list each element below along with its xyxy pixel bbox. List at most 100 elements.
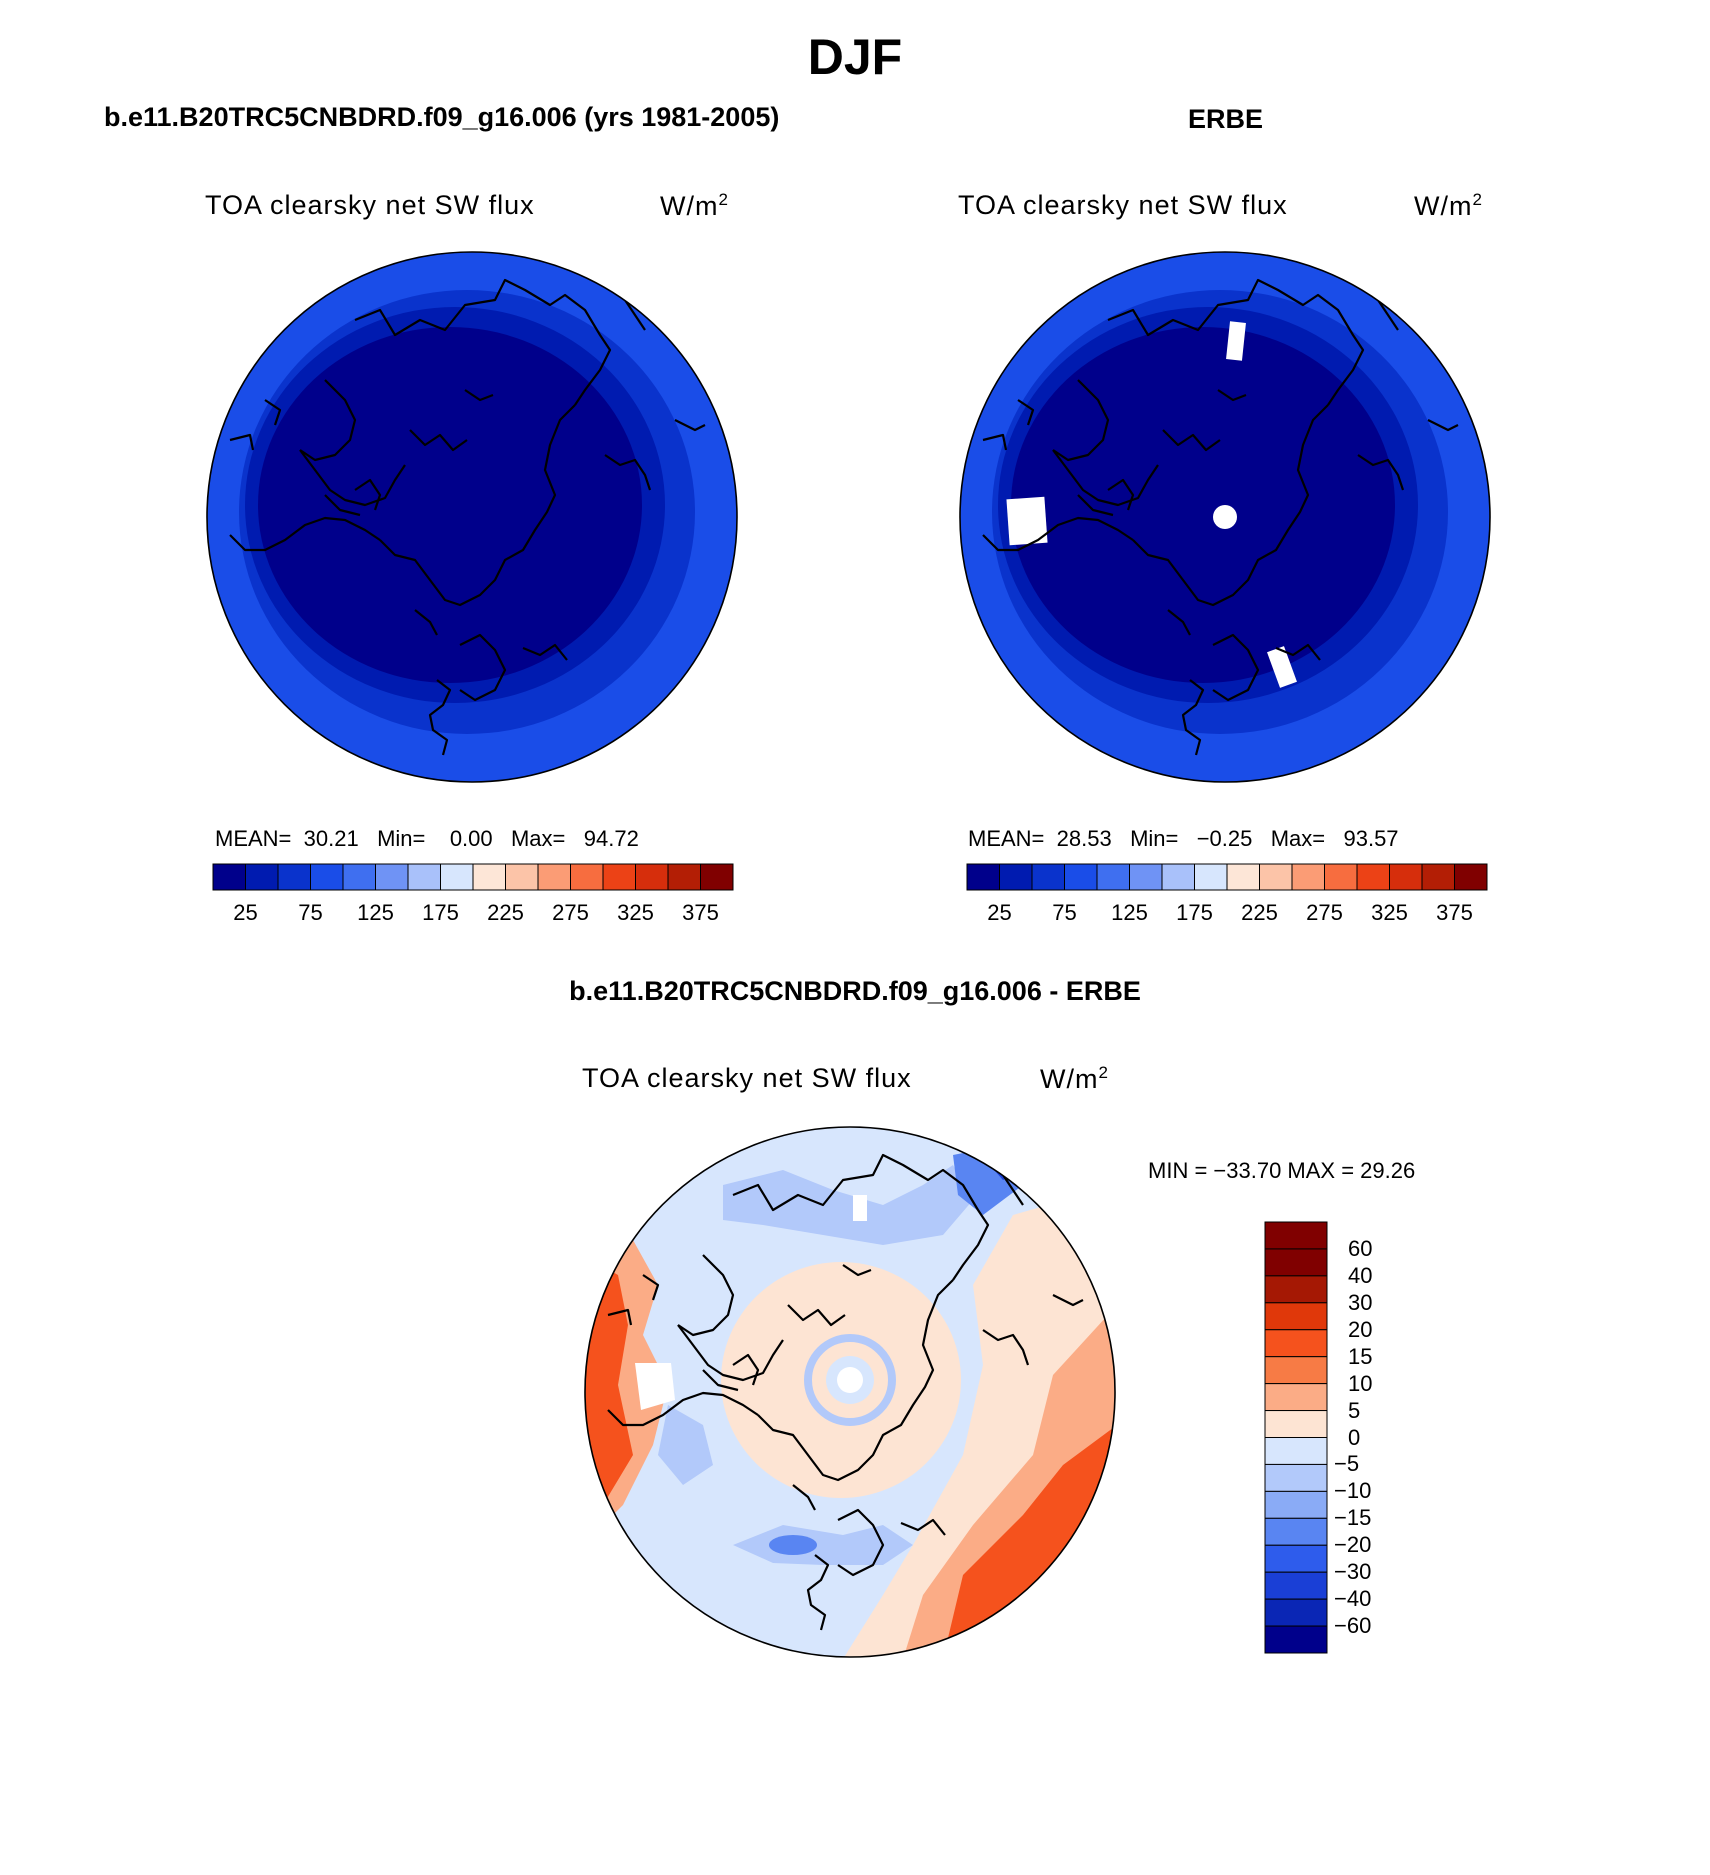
colorbar-tick-label: 225 (487, 900, 524, 925)
obs-colorbar-ticks: 25 75 125 175 225 275 325 375 (967, 900, 1487, 930)
coastline (414, 609, 438, 636)
obs-variable-label: TOA clearsky net SW flux (958, 190, 1288, 220)
obs-max-value: 93.57 (1343, 826, 1399, 851)
colorbar-swatch (1264, 1571, 1328, 1600)
colorbar-tick-label: 25 (233, 900, 258, 925)
diff-panel-title: b.e11.B20TRC5CNBDRD.f09_g16.006 - ERBE (569, 976, 1141, 1006)
colorbar-tick-label: −40 (1334, 1586, 1372, 1612)
colorbar-swatch (1264, 1544, 1328, 1573)
obs-mean-label: MEAN= (968, 826, 1045, 851)
coastline (1017, 399, 1035, 426)
colorbar-tick-label: 40 (1348, 1262, 1373, 1288)
coastline (229, 433, 255, 451)
colorbar-swatch (1129, 863, 1163, 891)
colorbar-swatch (1389, 863, 1423, 891)
coastline (379, 404, 576, 607)
colorbar-tick-label: −15 (1334, 1505, 1372, 1531)
coastline (607, 1308, 633, 1326)
model-mean-value: 30.21 (303, 826, 359, 851)
coastline (674, 419, 706, 432)
colorbar-swatch (1161, 863, 1195, 891)
missing-data-patch (635, 1363, 675, 1410)
map-boundary (959, 251, 1491, 783)
colorbar-swatch (1226, 863, 1260, 891)
colorbar-swatch (407, 863, 441, 891)
coastline (1052, 1294, 1084, 1307)
model-colorbar (212, 863, 734, 891)
coastline (1052, 449, 1159, 507)
colorbar-tick-label: −10 (1334, 1478, 1372, 1504)
coastline (982, 433, 1008, 451)
coastline (792, 1484, 816, 1511)
colorbar-swatch (1264, 1410, 1328, 1438)
colorbar-swatch (999, 863, 1033, 891)
colorbar-swatch (1259, 863, 1293, 891)
colorbar-tick-label: 125 (1111, 900, 1148, 925)
colorbar-swatch (342, 863, 376, 891)
coastline (264, 399, 282, 426)
colorbar-swatch (537, 863, 571, 891)
coastline (1181, 679, 1205, 756)
model-min-value: 0.00 (449, 826, 493, 851)
diff-negative-region (769, 1535, 817, 1555)
colorbar-swatch (1264, 1437, 1328, 1465)
colorbar-tick-label: 75 (298, 900, 323, 925)
colorbar-swatch (1356, 863, 1390, 891)
colorbar-tick-label: 175 (422, 900, 459, 925)
colorbar-swatch (1264, 1490, 1328, 1519)
coastline (354, 278, 612, 406)
obs-panel-title: ERBE (1188, 104, 1264, 134)
obs-min-value: −0.25 (1196, 826, 1253, 851)
coastline (299, 379, 357, 462)
coastline (837, 1508, 885, 1577)
colorbar-tick-label: 20 (1348, 1316, 1373, 1342)
missing-data-patch (1006, 496, 1048, 546)
colorbar-swatch (472, 863, 506, 891)
colorbar-swatch (505, 863, 539, 891)
difference-polar-map (584, 1126, 1116, 1658)
colorbar-swatch (212, 863, 246, 891)
coastline (806, 1554, 830, 1631)
flux-band-core (258, 327, 642, 683)
missing-data-patch (1226, 321, 1246, 361)
coastline (1162, 429, 1221, 452)
colorbar-swatch (700, 863, 734, 891)
colorbar-swatch (966, 863, 1000, 891)
colorbar-swatch (440, 863, 474, 891)
model-mean-label: MEAN= (215, 826, 292, 851)
colorbar-swatch (1454, 863, 1488, 891)
coastline (900, 1518, 946, 1536)
colorbar-tick-label: 15 (1348, 1343, 1373, 1369)
coastline (522, 643, 568, 661)
coastline (604, 454, 652, 491)
colorbar-swatch (570, 863, 604, 891)
colorbar-tick-label: 0 (1348, 1424, 1361, 1450)
coastline (702, 1369, 739, 1392)
diff-min-max: MIN = −33.70 MAX = 29.26 (1148, 1158, 1416, 1183)
colorbar-swatch (1264, 1383, 1328, 1412)
colorbar-swatch (277, 863, 311, 891)
coastline (464, 389, 494, 402)
colorbar-swatch (1324, 863, 1358, 891)
model-min-label: Min= (377, 826, 426, 851)
coastline (982, 1329, 1030, 1366)
obs-colorbar (966, 863, 1488, 891)
coastline (1107, 278, 1365, 406)
pole-missing-patch (837, 1367, 863, 1393)
flux-band-core (1011, 327, 1395, 683)
colorbar-tick-label: −30 (1334, 1559, 1372, 1585)
coastline (982, 516, 1134, 552)
coastline (787, 1304, 846, 1327)
coastline (299, 449, 406, 507)
colorbar-swatch (1031, 863, 1065, 891)
obs-units-label: W/m2 (1414, 190, 1483, 221)
coastline (1275, 643, 1321, 661)
obs-stats: MEAN= 28.53 Min= −0.25 Max= 93.57 (968, 826, 1399, 852)
colorbar-tick-label: 275 (1306, 900, 1343, 925)
colorbar-swatch (635, 863, 669, 891)
colorbar-tick-label: 75 (1052, 900, 1077, 925)
diff-negative-region (658, 1405, 713, 1485)
coastline (1217, 389, 1247, 402)
map-boundary (206, 251, 738, 783)
colorbar-tick-label: −20 (1334, 1532, 1372, 1558)
